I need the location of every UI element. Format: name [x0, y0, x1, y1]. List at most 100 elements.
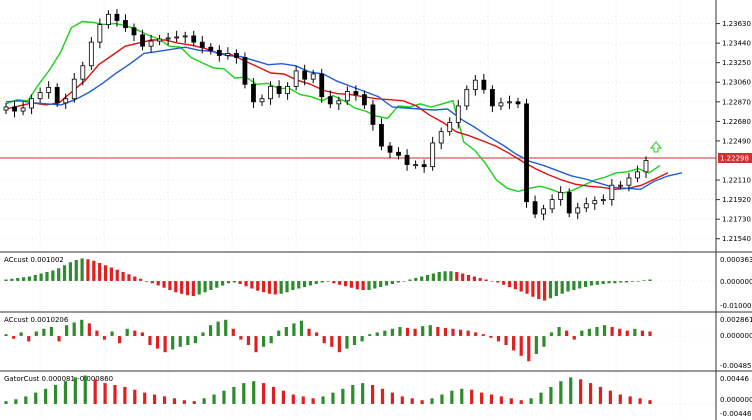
histogram-bar	[125, 328, 129, 336]
histogram-bar	[400, 396, 404, 404]
histogram-bar	[460, 388, 464, 404]
histogram-bar	[607, 281, 611, 284]
histogram-bar	[224, 319, 228, 336]
candle-body	[276, 85, 282, 94]
histogram-bar	[543, 281, 547, 301]
histogram-bar	[127, 274, 131, 281]
histogram-bar	[450, 390, 454, 404]
histogram-bar	[185, 281, 190, 296]
histogram-bar	[588, 383, 593, 404]
histogram-bar	[291, 281, 295, 290]
histogram-bar	[34, 392, 38, 404]
histogram-bar	[618, 394, 622, 404]
histogram-bar	[49, 327, 54, 336]
candle-body	[541, 208, 546, 215]
histogram-bar	[633, 328, 637, 336]
histogram-bar	[291, 394, 295, 404]
histogram-bar	[542, 336, 546, 347]
candle-body	[421, 164, 427, 168]
histogram-bar	[53, 385, 58, 404]
indicator-2-bars	[0, 319, 716, 362]
histogram-bar	[320, 281, 324, 283]
price-tick-label: 1.21730	[722, 216, 751, 224]
histogram-bar	[209, 281, 213, 290]
histogram-bar	[4, 401, 8, 404]
histogram-bar	[311, 398, 315, 404]
histogram-bar	[150, 281, 154, 284]
histogram-bar	[178, 336, 182, 347]
histogram-bar	[496, 336, 501, 342]
indicator-2-tick-bot: -0.0048521	[720, 362, 752, 370]
histogram-bar	[420, 400, 424, 404]
histogram-bar	[613, 281, 617, 284]
histogram-bar	[231, 328, 235, 336]
histogram-bar	[238, 281, 242, 284]
histogram-bar	[162, 281, 166, 288]
histogram-bar	[285, 281, 289, 293]
histogram-bar	[299, 320, 304, 336]
candle-body	[157, 38, 163, 42]
histogram-bar	[598, 386, 603, 404]
candle-body	[71, 78, 77, 100]
histogram-bar	[21, 277, 26, 281]
histogram-bar	[144, 281, 149, 282]
histogram-bar	[519, 336, 523, 356]
candle-body	[310, 73, 316, 80]
histogram-bar	[405, 327, 410, 336]
histogram-bar	[186, 336, 190, 345]
histogram-bar	[330, 336, 334, 347]
histogram-bar	[110, 331, 114, 336]
histogram-bar	[118, 336, 122, 344]
candle-body	[63, 98, 69, 104]
histogram-bar	[390, 328, 394, 336]
candle-body	[233, 53, 239, 58]
histogram-bar	[44, 388, 48, 404]
histogram-bar	[579, 379, 583, 404]
candle-body	[199, 41, 205, 48]
histogram-bar	[549, 332, 554, 336]
histogram-bar	[203, 281, 207, 293]
histogram-bar	[19, 332, 23, 336]
candle-body	[131, 27, 137, 36]
histogram-bar	[624, 281, 629, 283]
candle-body	[216, 49, 222, 56]
histogram-bar	[115, 269, 119, 281]
histogram-bar	[215, 281, 219, 288]
candle-body	[106, 13, 111, 25]
histogram-bar	[589, 281, 594, 286]
price-tick-label: 1.23060	[722, 79, 751, 87]
histogram-bar	[180, 281, 184, 294]
price-tick-label: 1.22110	[722, 177, 751, 185]
candle-body	[37, 92, 43, 100]
histogram-bar	[297, 281, 301, 289]
histogram-bar	[4, 279, 8, 281]
histogram-bar	[24, 396, 28, 404]
histogram-bar	[479, 392, 484, 404]
candle-body	[532, 201, 538, 215]
candle-body	[20, 107, 26, 112]
candle-body	[114, 13, 120, 21]
histogram-bar	[102, 336, 107, 340]
histogram-bar	[315, 332, 319, 336]
candle-body	[80, 65, 86, 80]
histogram-bar	[244, 281, 248, 287]
histogram-bar	[390, 281, 394, 284]
histogram-bar	[527, 336, 531, 362]
histogram-bar	[343, 281, 348, 287]
price-tick-label: 1.22680	[722, 118, 751, 126]
histogram-bar	[113, 385, 117, 404]
histogram-bar	[172, 398, 177, 404]
histogram-bar	[502, 281, 506, 285]
histogram-bar	[380, 388, 385, 404]
histogram-bar	[123, 386, 127, 404]
histogram-bar	[174, 281, 178, 293]
histogram-bar	[321, 396, 325, 404]
alligator-jaw-line	[5, 46, 683, 191]
histogram-bar	[34, 331, 38, 336]
histogram-bar	[351, 385, 355, 404]
candle-body	[54, 86, 60, 104]
alligator-teeth-line	[5, 39, 669, 191]
price-tick-label: 1.22490	[722, 137, 751, 145]
histogram-bar	[489, 394, 494, 404]
